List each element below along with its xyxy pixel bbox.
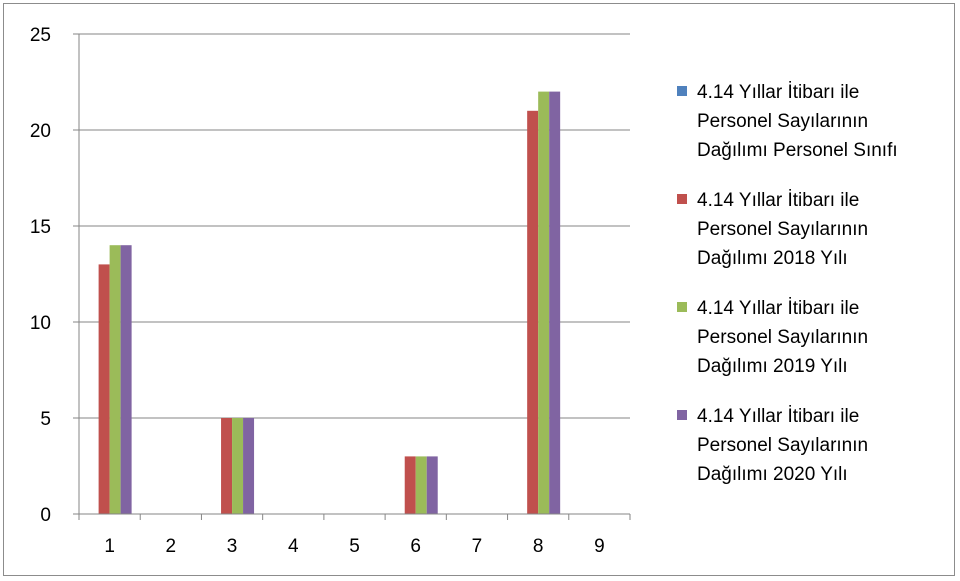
legend-label: Personel Sayılarının: [697, 327, 868, 348]
y-tick-label: 15: [30, 217, 51, 238]
legend-label: 4.14 Yıllar İtibarı ile: [697, 406, 859, 427]
legend-label: 4.14 Yıllar İtibarı ile: [697, 298, 859, 319]
legend-label: Dağılımı 2019 Yılı: [697, 356, 848, 377]
legend-swatch: [677, 86, 687, 96]
chart-frame: 0 5 10 15 20 25 1 2 3 4 5 6 7 8 9 4.14 Yıllar İtibarı …: [3, 3, 955, 576]
bar: [426, 456, 438, 514]
bar: [415, 456, 427, 514]
y-tick-label: 25: [30, 25, 51, 46]
bar: [243, 418, 255, 514]
bar: [221, 418, 233, 514]
bars: [98, 91, 561, 515]
bar: [109, 245, 121, 514]
legend-swatch: [677, 302, 687, 312]
legend-label: Dağılımı 2020 Yılı: [697, 464, 848, 485]
legend-item: 4.14 Yıllar İtibarı ile Personel Sayıları…: [677, 406, 868, 485]
x-tick-label: 4: [288, 536, 299, 557]
legend-swatch: [677, 194, 687, 204]
legend-label: Dağılımı 2018 Yılı: [697, 248, 848, 269]
legend-item: 4.14 Yıllar İtibarı ile Personel Sayıları…: [677, 298, 868, 377]
y-tick-label: 10: [30, 313, 51, 334]
bar-chart: 0 5 10 15 20 25 1 2 3 4 5 6 7 8 9 4.14 Yıllar İtibarı …: [30, 25, 898, 557]
bar: [404, 456, 416, 514]
bar: [549, 91, 561, 514]
bar: [120, 245, 132, 514]
x-tick-label: 1: [104, 536, 115, 557]
x-tick-label: 9: [594, 536, 605, 557]
x-tick-label: 2: [166, 536, 177, 557]
y-tick-label: 0: [40, 505, 51, 526]
bar: [232, 418, 244, 514]
bar: [527, 110, 539, 515]
legend-label: Personel Sayılarının: [697, 435, 868, 456]
y-tick-label: 5: [40, 409, 51, 430]
x-tick-label: 6: [410, 536, 421, 557]
bar: [538, 91, 550, 514]
axes: 0 5 10 15 20 25 1 2 3 4 5 6 7 8 9: [30, 25, 631, 557]
legend-label: Personel Sayılarının: [697, 219, 868, 240]
x-tick-label: 7: [472, 536, 483, 557]
y-tick-label: 20: [30, 121, 51, 142]
legend-label: Personel Sayılarının: [697, 111, 868, 132]
legend-item: 4.14 Yıllar İtibarı ile Personel Sayıları…: [677, 190, 868, 269]
legend-label: 4.14 Yıllar İtibarı ile: [697, 82, 859, 103]
legend: 4.14 Yıllar İtibarı ile Personel Sayıları…: [677, 82, 898, 485]
legend-label: Dağılımı Personel Sınıfı: [697, 140, 898, 161]
x-tick-label: 5: [349, 536, 360, 557]
x-tick-label: 3: [227, 536, 238, 557]
x-tick-label: 8: [533, 536, 544, 557]
legend-label: 4.14 Yıllar İtibarı ile: [697, 190, 859, 211]
bar: [98, 264, 110, 514]
legend-swatch: [677, 410, 687, 420]
legend-item: 4.14 Yıllar İtibarı ile Personel Sayıları…: [677, 82, 898, 161]
